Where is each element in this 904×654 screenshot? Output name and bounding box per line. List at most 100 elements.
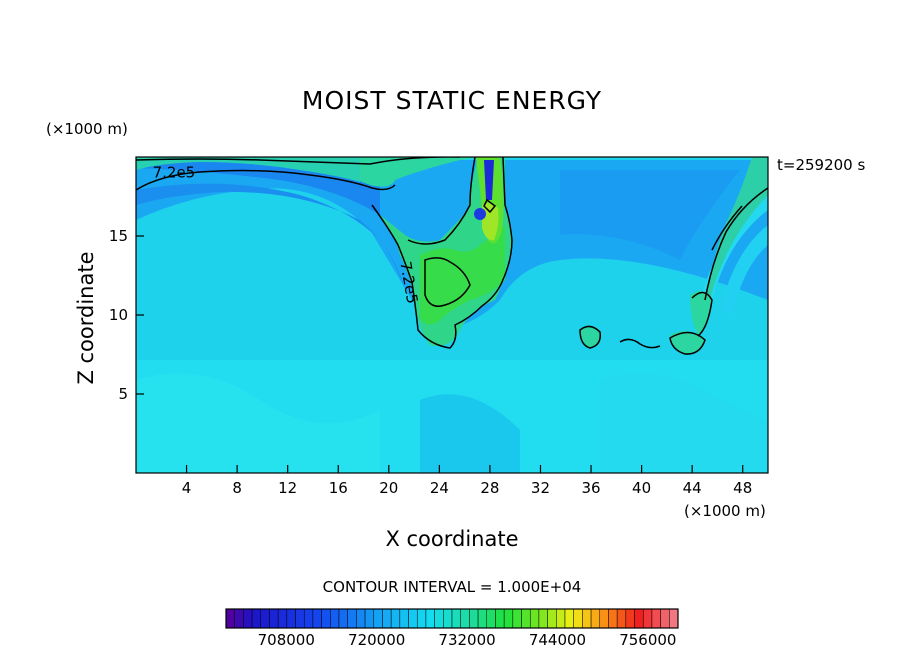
field-patch (690, 291, 712, 335)
x-tick-label: 20 (379, 479, 398, 497)
colorbar-swatch (338, 608, 348, 629)
contour (579, 325, 602, 349)
colorbar-swatch (599, 608, 609, 629)
contour (691, 291, 713, 337)
chart-title: MOIST STATIC ENERGY (301, 86, 603, 115)
field-dark-spot (474, 208, 486, 220)
field-upper-dark (136, 160, 380, 215)
field-wave (720, 225, 768, 315)
colorbar-tick-label: 744000 (529, 631, 586, 649)
field-tower-yellow (482, 203, 499, 241)
contour (371, 157, 513, 349)
colorbar-swatch (269, 608, 279, 629)
y-tick-label: 10 (109, 306, 128, 324)
field-tower-core (420, 225, 505, 325)
colorbar-swatch (651, 608, 661, 629)
contour-label: 7.2e5 (153, 164, 196, 182)
x-tick-label: 12 (278, 479, 297, 497)
contour (136, 169, 396, 191)
colorbar-swatch (477, 608, 488, 629)
colorbar-swatch (373, 608, 383, 629)
colorbar-swatch (286, 608, 296, 629)
field-patch (670, 331, 705, 355)
colorbar-swatch (512, 608, 522, 629)
colorbar-swatch (312, 608, 322, 629)
colorbar-ticks: 708000 720000 732000 744000 756000 (258, 631, 677, 649)
contour-lines (136, 157, 768, 355)
x-tick-label: 48 (733, 479, 752, 497)
x-tick-label: 36 (581, 479, 600, 497)
contour (711, 205, 743, 251)
colorbar-swatch (277, 608, 288, 629)
colorbar-swatch (469, 608, 479, 629)
x-tick-label: 24 (430, 479, 449, 497)
colorbar-swatch (408, 608, 418, 629)
y-tick-label: 15 (109, 227, 128, 245)
colorbar-swatch (330, 608, 340, 629)
colorbar-swatch (434, 608, 444, 629)
colorbar-swatch (616, 608, 627, 629)
field-tower-dark (484, 160, 494, 200)
colorbar (225, 608, 679, 629)
colorbar-swatch (295, 608, 305, 629)
contour (424, 257, 471, 307)
x-tick-label: 32 (531, 479, 550, 497)
colorbar-swatch (538, 608, 548, 629)
contour (136, 157, 460, 165)
colorbar-swatch (556, 608, 566, 629)
colorbar-swatch (529, 608, 540, 629)
colorbar-swatch (660, 608, 670, 629)
colorbar-swatch (260, 608, 270, 629)
field-arc (136, 183, 405, 290)
contour (619, 338, 661, 349)
x-tick-label: 4 (182, 479, 192, 497)
colorbar-tick-label: 756000 (619, 631, 676, 649)
colorbar-swatch (495, 608, 505, 629)
colorbar-swatch (642, 608, 653, 629)
y-tick-label: 5 (118, 385, 128, 403)
colorbar-swatch (364, 608, 375, 629)
field-top-green (136, 157, 480, 187)
field-upper-right (560, 170, 740, 260)
colorbar-swatch (634, 608, 644, 629)
colorbar-swatch (321, 608, 331, 629)
colorbar-swatch (251, 608, 262, 629)
field-top-green (136, 157, 360, 182)
colorbar-swatch (625, 608, 635, 629)
colorbar-swatch (443, 608, 453, 629)
x-tick-label: 40 (632, 479, 651, 497)
x-tick-label: 28 (480, 479, 499, 497)
colorbar-swatch (460, 608, 470, 629)
x-axis-ticks: 4 8 12 16 20 24 28 32 36 40 44 48 (182, 465, 752, 497)
colorbar-swatch (564, 608, 574, 629)
colorbar-swatch (547, 608, 557, 629)
field-lower-patch (136, 373, 380, 473)
contour (704, 187, 768, 301)
x-tick-label: 44 (683, 479, 702, 497)
colorbar-swatch (356, 608, 366, 629)
contour-interval-label: CONTOUR INTERVAL = 1.000E+04 (322, 578, 582, 596)
colorbar-tick-label: 708000 (258, 631, 315, 649)
field-patch (580, 326, 601, 348)
colorbar-swatch (425, 608, 435, 629)
colorbar-swatch (303, 608, 314, 629)
colorbar-tick-label: 732000 (438, 631, 495, 649)
colorbar-frame (225, 608, 679, 629)
field-lower-patch (600, 373, 768, 473)
colorbar-swatch (243, 608, 253, 629)
colorbar-swatch (521, 608, 531, 629)
field-lower-patch (420, 394, 520, 473)
colorbar-swatch (669, 608, 679, 629)
colorbar-swatch (590, 608, 601, 629)
colorbar-tick-label: 720000 (348, 631, 405, 649)
x-tick-label: 8 (232, 479, 242, 497)
colorbar-swatch (382, 608, 392, 629)
colorbar-swatch (399, 608, 409, 629)
x-axis-unit: (×1000 m) (684, 502, 766, 520)
colorbar-swatch (582, 608, 592, 629)
z-axis-unit: (×1000 m) (46, 120, 128, 138)
colorbar-swatch (573, 608, 583, 629)
x-axis-label: X coordinate (385, 527, 519, 551)
colorbar-swatch (416, 608, 427, 629)
